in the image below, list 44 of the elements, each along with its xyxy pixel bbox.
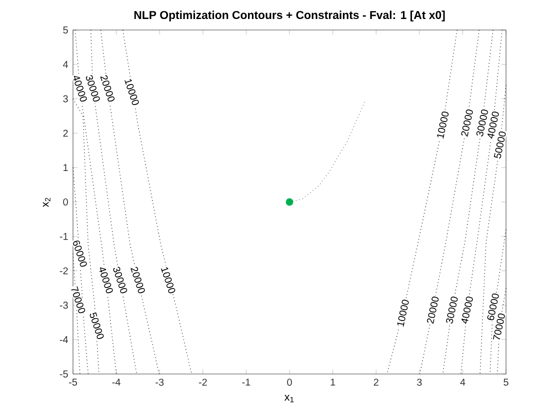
x-tick-label: -4	[112, 378, 120, 386]
annotation: 40000	[462, 296, 473, 324]
line-series	[386, 30, 458, 374]
y-tick-label: 5	[63, 26, 68, 34]
y-tick-label: 2	[63, 130, 68, 137]
y-tick-label: -2	[60, 267, 68, 274]
x-axis-title: x$_{1}$	[284, 394, 294, 402]
annotation: 40000	[99, 267, 113, 294]
annotation: 20000	[100, 75, 115, 102]
x-tick-label: -2	[198, 378, 207, 386]
x-tick-label: -3	[156, 378, 164, 386]
annotation: 40000	[73, 76, 87, 102]
y-tick-label: -4	[60, 336, 68, 344]
x-tick-label: -1	[242, 378, 250, 386]
annotation: 20000	[427, 296, 439, 324]
annotation: 70000	[71, 286, 86, 314]
y-tick-label: 4	[62, 60, 68, 68]
x-tick-label: 3	[417, 378, 422, 386]
annotation: 30000	[476, 110, 488, 136]
annotation: 30000	[446, 296, 458, 324]
y-tick-label: 1	[64, 164, 68, 172]
x-tick-label: 4	[460, 378, 466, 386]
y-tick-label: -3	[60, 302, 68, 309]
x-tick-label: 2	[374, 378, 378, 386]
y-tick-label: -1	[60, 232, 68, 240]
x-tick-label: 0	[287, 378, 292, 386]
annotation: 30000	[86, 75, 100, 102]
y-tick-label: 3	[63, 95, 68, 102]
x-tick-label: 1	[330, 378, 336, 386]
y-tick-label: 0	[63, 198, 68, 206]
x-tick-label: -5	[69, 378, 78, 386]
annotation: 50000	[90, 312, 104, 339]
chart-title: NLP Optimization Contours + Constraints - Fval: 1 [At x0]	[134, 10, 445, 22]
annotation: 60000	[73, 240, 87, 267]
y-axis-title: x$_{2}$	[42, 198, 50, 208]
annotation: 20000	[130, 266, 145, 294]
annotation: 10000	[124, 78, 139, 106]
annotation: 30000	[113, 266, 128, 294]
y-tick-label: -5	[60, 370, 68, 378]
annotation: 10000	[397, 300, 409, 327]
annotation: 20000	[461, 110, 473, 137]
annotation: 10000	[437, 112, 449, 138]
annotation: 10000	[160, 267, 176, 294]
x-tick-label: 5	[504, 378, 508, 386]
